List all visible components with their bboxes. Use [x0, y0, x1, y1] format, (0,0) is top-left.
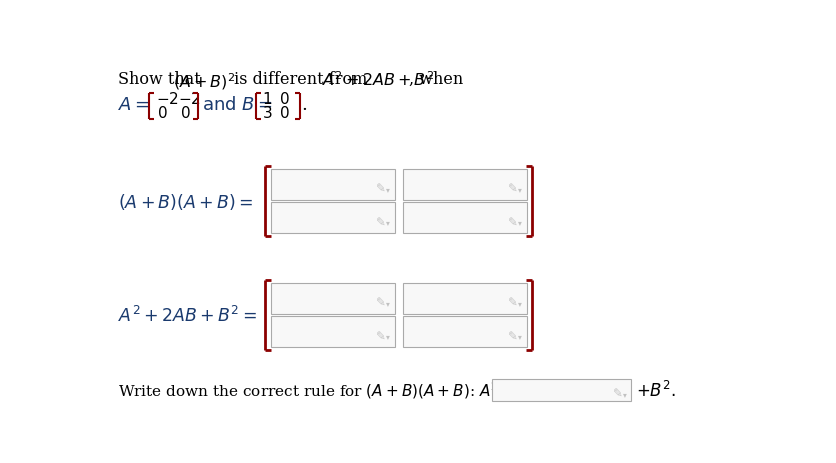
Text: ▾: ▾ [623, 390, 626, 399]
Text: ✎: ✎ [508, 329, 517, 342]
FancyBboxPatch shape [403, 202, 527, 233]
Text: ✎: ✎ [508, 182, 517, 195]
Text: Show that: Show that [119, 71, 206, 88]
FancyBboxPatch shape [271, 283, 395, 313]
Text: $0$: $0$ [180, 105, 191, 121]
FancyBboxPatch shape [271, 169, 395, 200]
FancyBboxPatch shape [403, 316, 527, 347]
Text: $(A + B)(A + B) =$: $(A + B)(A + B) =$ [119, 192, 254, 212]
Text: $\mathrm{and}\ B =$: $\mathrm{and}\ B =$ [202, 96, 273, 114]
Text: ✎: ✎ [613, 387, 623, 400]
Text: $+B^2.$: $+B^2.$ [636, 381, 676, 400]
Text: ▾: ▾ [386, 299, 390, 308]
Text: ▾: ▾ [518, 332, 522, 341]
Text: ▾: ▾ [518, 299, 522, 308]
Text: ▾: ▾ [386, 332, 390, 341]
Text: .: . [301, 96, 307, 114]
FancyBboxPatch shape [403, 283, 527, 313]
Text: ▾: ▾ [518, 218, 522, 227]
Text: $0$: $0$ [157, 105, 168, 121]
FancyBboxPatch shape [271, 202, 395, 233]
Text: $A =$: $A =$ [119, 96, 150, 114]
Text: $0$: $0$ [279, 105, 289, 121]
Text: $A^2 + 2AB + B^2 =$: $A^2 + 2AB + B^2 =$ [119, 306, 257, 326]
Text: $A^2 + 2AB + B^2$: $A^2 + 2AB + B^2$ [322, 71, 434, 90]
Text: ✎: ✎ [508, 296, 517, 309]
Text: , when: , when [409, 71, 463, 88]
Text: $-2$: $-2$ [178, 92, 201, 107]
Text: $-2$: $-2$ [155, 92, 179, 107]
FancyBboxPatch shape [271, 316, 395, 347]
Text: ▾: ▾ [386, 218, 390, 227]
Text: ✎: ✎ [376, 329, 386, 342]
Text: $0$: $0$ [279, 92, 289, 107]
Text: ▾: ▾ [386, 185, 390, 194]
Text: ✎: ✎ [376, 296, 386, 309]
Text: ✎: ✎ [376, 182, 386, 195]
Text: is different from: is different from [229, 71, 373, 88]
FancyBboxPatch shape [403, 169, 527, 200]
Text: Write down the correct rule for $(A + B)(A + B)$: $A^2 +$: Write down the correct rule for $(A + B)… [119, 380, 514, 401]
Text: $3$: $3$ [262, 105, 273, 121]
Text: $(A + B)^2$: $(A + B)^2$ [174, 71, 236, 92]
FancyBboxPatch shape [492, 379, 631, 400]
Text: $1$: $1$ [262, 92, 272, 107]
Text: ▾: ▾ [518, 185, 522, 194]
Text: ✎: ✎ [508, 215, 517, 228]
Text: ✎: ✎ [376, 215, 386, 228]
